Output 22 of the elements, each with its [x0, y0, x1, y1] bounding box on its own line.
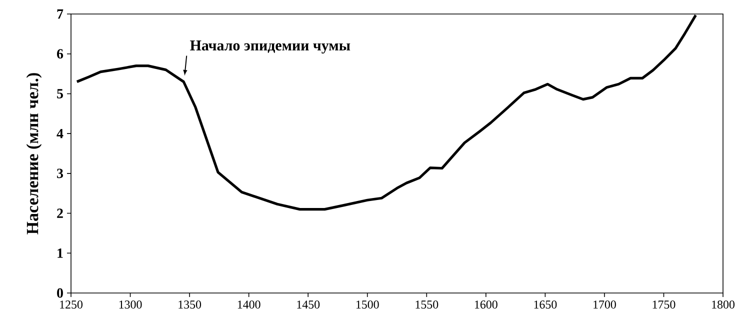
y-tick-label: 1 — [58, 248, 63, 258]
y-tick-label: 0 — [57, 288, 63, 298]
x-tick-label: 1750 — [652, 300, 676, 309]
x-tick-label: 1800 — [712, 300, 735, 309]
y-tick-label: 4 — [56, 128, 64, 138]
x-tick-label: 1400 — [238, 300, 260, 309]
y-tick-label: 2 — [57, 208, 63, 218]
x-tick-label: 1250 — [60, 300, 82, 309]
x-tick-label: 1300 — [119, 300, 142, 309]
x-tick-label: 1350 — [178, 300, 202, 309]
y-tick-label: 3 — [57, 168, 64, 178]
y-tick-label: 7 — [57, 9, 64, 19]
y-axis-title: Население (млн чел.) — [26, 73, 42, 234]
y-tick-label: 5 — [57, 89, 63, 98]
y-tick-label: 6 — [56, 49, 64, 59]
x-tick-label: 1700 — [594, 300, 616, 309]
x-tick-label: 1500 — [356, 300, 379, 309]
x-tick-label: 1650 — [534, 300, 557, 309]
x-tick-label: 1550 — [416, 300, 438, 309]
x-tick-label: 1450 — [297, 300, 320, 309]
x-tick-label: 1600 — [475, 300, 498, 309]
annotation: Начало эпидемии чумы — [190, 40, 350, 54]
